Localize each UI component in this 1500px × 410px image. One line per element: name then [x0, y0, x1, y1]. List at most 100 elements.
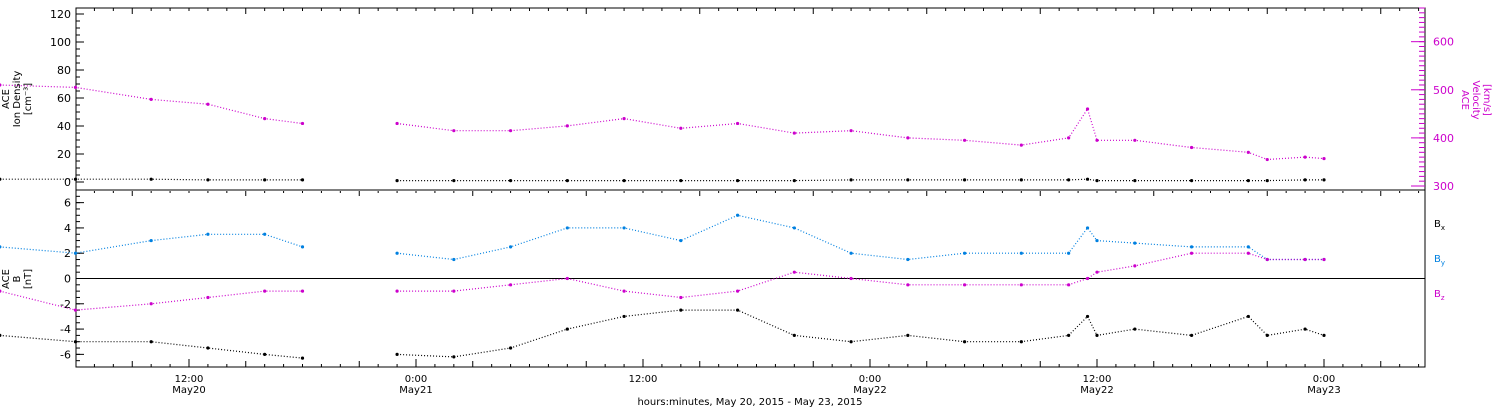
density-point	[149, 177, 153, 181]
bx-point	[622, 314, 626, 319]
velocity-point	[395, 121, 399, 126]
velocity-point	[263, 117, 267, 121]
bz-point	[1322, 257, 1326, 262]
time-tick-label: 0:00	[405, 374, 427, 385]
velocity-point	[508, 129, 513, 133]
bx-point	[906, 333, 910, 337]
bz-point	[962, 283, 967, 287]
density-point	[1246, 179, 1250, 183]
velocity-point	[1265, 157, 1269, 162]
bz-point	[452, 289, 456, 293]
bz-point	[1095, 270, 1099, 274]
by-point	[565, 226, 569, 230]
velocity-point	[300, 121, 305, 126]
legend-base: B	[1434, 254, 1441, 265]
bx-point	[1095, 333, 1099, 337]
x-axis-title: hours:minutes, May 20, 2015 - May 23, 20…	[637, 397, 862, 408]
bx-point	[508, 346, 513, 350]
density-tick-label: 0	[64, 176, 71, 189]
bx-point	[1133, 327, 1137, 331]
bx-point	[395, 352, 399, 356]
density-point	[962, 178, 967, 182]
bz-point	[906, 283, 910, 287]
velocity-point	[792, 131, 796, 135]
density-point	[1085, 177, 1090, 181]
by-point	[1095, 238, 1099, 243]
velocity-point	[1322, 156, 1326, 161]
velocity-point	[1303, 155, 1307, 159]
velocity-point	[206, 102, 210, 106]
bx-point	[1189, 333, 1194, 337]
bx-point	[735, 308, 740, 312]
b-tick-label: -4	[60, 323, 71, 336]
velocity-point	[962, 138, 967, 142]
b-axis-label: B	[12, 275, 23, 282]
time-tick-label: 0:00	[859, 374, 881, 385]
by-point	[508, 245, 513, 249]
density-tick-label: 100	[50, 36, 71, 49]
by-point	[263, 232, 267, 236]
density-tick-label: 40	[57, 120, 71, 133]
bx-point	[206, 346, 210, 350]
b-tick-label: 4	[64, 222, 71, 235]
density-point	[906, 178, 910, 182]
legend-bx: Bx	[1434, 219, 1445, 232]
b-axis-label: [nT]	[23, 269, 34, 289]
by-point	[206, 232, 210, 236]
velocity-tick-label: 300	[1433, 180, 1454, 193]
velocity-point	[565, 124, 569, 128]
density-point	[849, 178, 853, 182]
density-point	[508, 179, 513, 183]
bz-point	[1019, 283, 1023, 287]
time-tick-label: 12:00	[175, 374, 204, 385]
bz-point	[73, 308, 78, 312]
bz-point	[1246, 251, 1250, 255]
legend-subscript: y	[1441, 259, 1445, 267]
density-tick-label: 120	[50, 8, 71, 21]
bz-point	[1085, 276, 1090, 281]
velocity-tick-label: 600	[1433, 36, 1454, 49]
density-tick-label: 60	[57, 92, 71, 105]
bx-point	[1019, 340, 1023, 344]
by-point	[622, 226, 626, 230]
bx-point	[679, 308, 683, 312]
by-point	[1133, 241, 1137, 245]
b-tick-label: 0	[64, 273, 71, 286]
time-tick-label: 0:00	[1313, 374, 1335, 385]
density-point	[1095, 179, 1099, 183]
density-tick-label: 20	[57, 148, 71, 161]
bx-point	[149, 340, 153, 344]
velocity-point	[679, 126, 683, 130]
by-point	[849, 251, 853, 255]
by-point	[792, 226, 796, 230]
b-tick-label: -6	[60, 348, 71, 361]
by-point	[0, 245, 2, 249]
bx-point	[73, 340, 78, 344]
bz-point	[1265, 257, 1269, 262]
bz-point	[0, 289, 2, 293]
density-point	[622, 179, 626, 183]
bx-point	[792, 333, 796, 337]
bz-point	[508, 283, 513, 287]
density-axis-label: [cm⁻³]	[23, 83, 34, 115]
b-axis-label: ACE	[1, 269, 12, 289]
bz-point	[1133, 264, 1137, 268]
bz-trace	[0, 252, 1324, 311]
velocity-point	[1067, 136, 1071, 140]
bx-point	[0, 333, 2, 337]
time-tick-label: 12:00	[1083, 374, 1112, 385]
by-point	[735, 213, 740, 217]
density-point	[565, 179, 569, 183]
bx-point	[962, 340, 967, 344]
time-tick-label: 12:00	[629, 374, 658, 385]
density-point	[1322, 178, 1326, 182]
by-point	[679, 238, 683, 243]
density-axis-label: ACE	[1, 89, 12, 109]
density-point	[300, 178, 305, 182]
velocity-point	[1085, 107, 1090, 111]
velocity-tick-label: 400	[1433, 132, 1454, 145]
velocity-point	[1133, 138, 1137, 142]
density-point	[206, 178, 210, 182]
bz-point	[263, 289, 267, 293]
